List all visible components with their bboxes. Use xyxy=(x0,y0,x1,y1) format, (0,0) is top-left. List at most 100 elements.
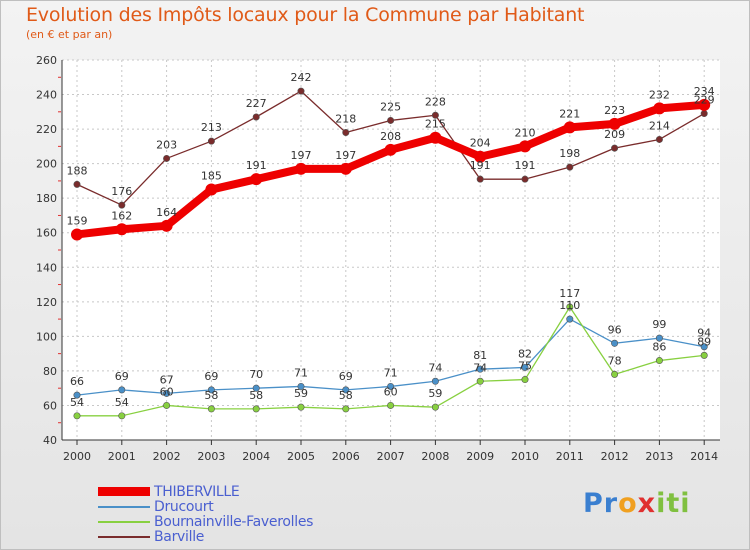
data-point xyxy=(342,405,350,413)
data-label: 225 xyxy=(380,100,401,113)
chart-title: Evolution des Impôts locaux pour la Comm… xyxy=(26,4,585,26)
data-label: 58 xyxy=(339,389,353,402)
x-tick-label: 2010 xyxy=(511,450,539,463)
data-label: 82 xyxy=(518,347,532,360)
data-label: 58 xyxy=(204,389,218,402)
data-point xyxy=(700,110,708,118)
data-label: 198 xyxy=(559,147,580,160)
data-point xyxy=(476,377,484,385)
data-point xyxy=(163,154,171,162)
data-point xyxy=(297,87,305,95)
y-tick-label: 220 xyxy=(36,123,57,136)
data-label: 214 xyxy=(649,119,670,132)
legend-label: Bournainville-Faverolles xyxy=(154,513,314,530)
y-tick-label: 80 xyxy=(43,365,57,378)
data-label: 66 xyxy=(70,375,84,388)
data-label: 191 xyxy=(246,159,267,172)
data-point xyxy=(431,403,439,411)
data-point xyxy=(252,384,260,392)
data-point xyxy=(387,116,395,124)
data-label: 67 xyxy=(160,373,174,386)
data-label: 215 xyxy=(425,118,446,131)
data-label: 191 xyxy=(515,159,536,172)
data-label: 70 xyxy=(249,368,263,381)
data-point xyxy=(698,98,711,111)
data-label: 54 xyxy=(70,396,84,409)
data-point xyxy=(476,175,484,183)
data-label: 213 xyxy=(201,121,222,134)
legend-swatch-barville xyxy=(98,535,150,538)
data-label: 203 xyxy=(156,138,177,151)
data-point xyxy=(297,382,305,390)
x-tick-label: 2003 xyxy=(197,450,225,463)
data-point xyxy=(73,412,81,420)
data-label: 228 xyxy=(425,95,446,108)
data-label: 232 xyxy=(649,88,670,101)
data-label: 197 xyxy=(335,149,356,162)
data-point xyxy=(387,382,395,390)
data-point xyxy=(521,175,529,183)
legend-item: Bournainville-Faverolles xyxy=(98,513,314,530)
x-tick-label: 2012 xyxy=(601,450,629,463)
data-point xyxy=(163,389,171,397)
data-point xyxy=(71,228,83,241)
data-label: 71 xyxy=(294,366,308,379)
x-tick-label: 2009 xyxy=(466,450,494,463)
legend-item: THIBERVILLE xyxy=(98,484,313,500)
data-point xyxy=(73,391,81,399)
data-point xyxy=(339,162,352,175)
data-label: 59 xyxy=(428,387,442,400)
data-label: 71 xyxy=(384,366,398,379)
data-point xyxy=(252,405,260,413)
y-tick-label: 180 xyxy=(36,192,57,205)
data-point xyxy=(519,140,531,153)
data-label: 210 xyxy=(515,126,536,139)
data-label: 242 xyxy=(291,71,312,84)
x-tick-label: 2007 xyxy=(377,450,405,463)
data-point xyxy=(73,180,81,188)
data-point xyxy=(611,339,619,347)
data-label: 86 xyxy=(652,341,666,354)
legend-swatch-bournainville xyxy=(98,520,150,523)
data-label: 60 xyxy=(160,385,174,398)
data-label: 110 xyxy=(559,299,580,312)
data-label: 159 xyxy=(67,214,88,227)
x-tick-label: 2001 xyxy=(108,450,136,463)
data-point xyxy=(207,386,215,394)
y-tick-label: 200 xyxy=(36,158,57,171)
data-point xyxy=(608,117,621,130)
legend-item: Barville xyxy=(98,528,313,545)
x-tick-label: 2005 xyxy=(287,450,315,463)
data-label: 208 xyxy=(380,130,401,143)
data-point xyxy=(118,386,126,394)
legend-label: Drucourt xyxy=(154,498,214,515)
data-point xyxy=(295,162,307,175)
data-label: 188 xyxy=(67,164,88,177)
data-label: 209 xyxy=(604,128,625,141)
data-point xyxy=(205,183,218,196)
data-point xyxy=(700,343,708,351)
data-point xyxy=(521,376,529,384)
data-point xyxy=(118,201,126,209)
data-point xyxy=(431,377,439,385)
data-point xyxy=(252,113,260,121)
data-point xyxy=(611,144,619,152)
data-label: 59 xyxy=(294,387,308,400)
data-point xyxy=(655,334,663,342)
data-label: 94 xyxy=(697,327,711,340)
data-label: 54 xyxy=(115,396,129,409)
legend-label: Barville xyxy=(154,528,205,545)
data-point xyxy=(118,412,126,420)
data-point xyxy=(429,131,442,144)
data-point xyxy=(655,135,663,143)
data-label: 74 xyxy=(428,361,442,374)
data-label: 176 xyxy=(111,185,132,198)
data-label: 197 xyxy=(291,149,312,162)
data-label: 221 xyxy=(559,107,580,120)
legend-item: Drucourt xyxy=(98,498,313,515)
data-point xyxy=(207,405,215,413)
data-point xyxy=(655,357,663,365)
data-label: 89 xyxy=(697,335,711,348)
data-point xyxy=(250,173,263,186)
data-point xyxy=(566,303,574,311)
